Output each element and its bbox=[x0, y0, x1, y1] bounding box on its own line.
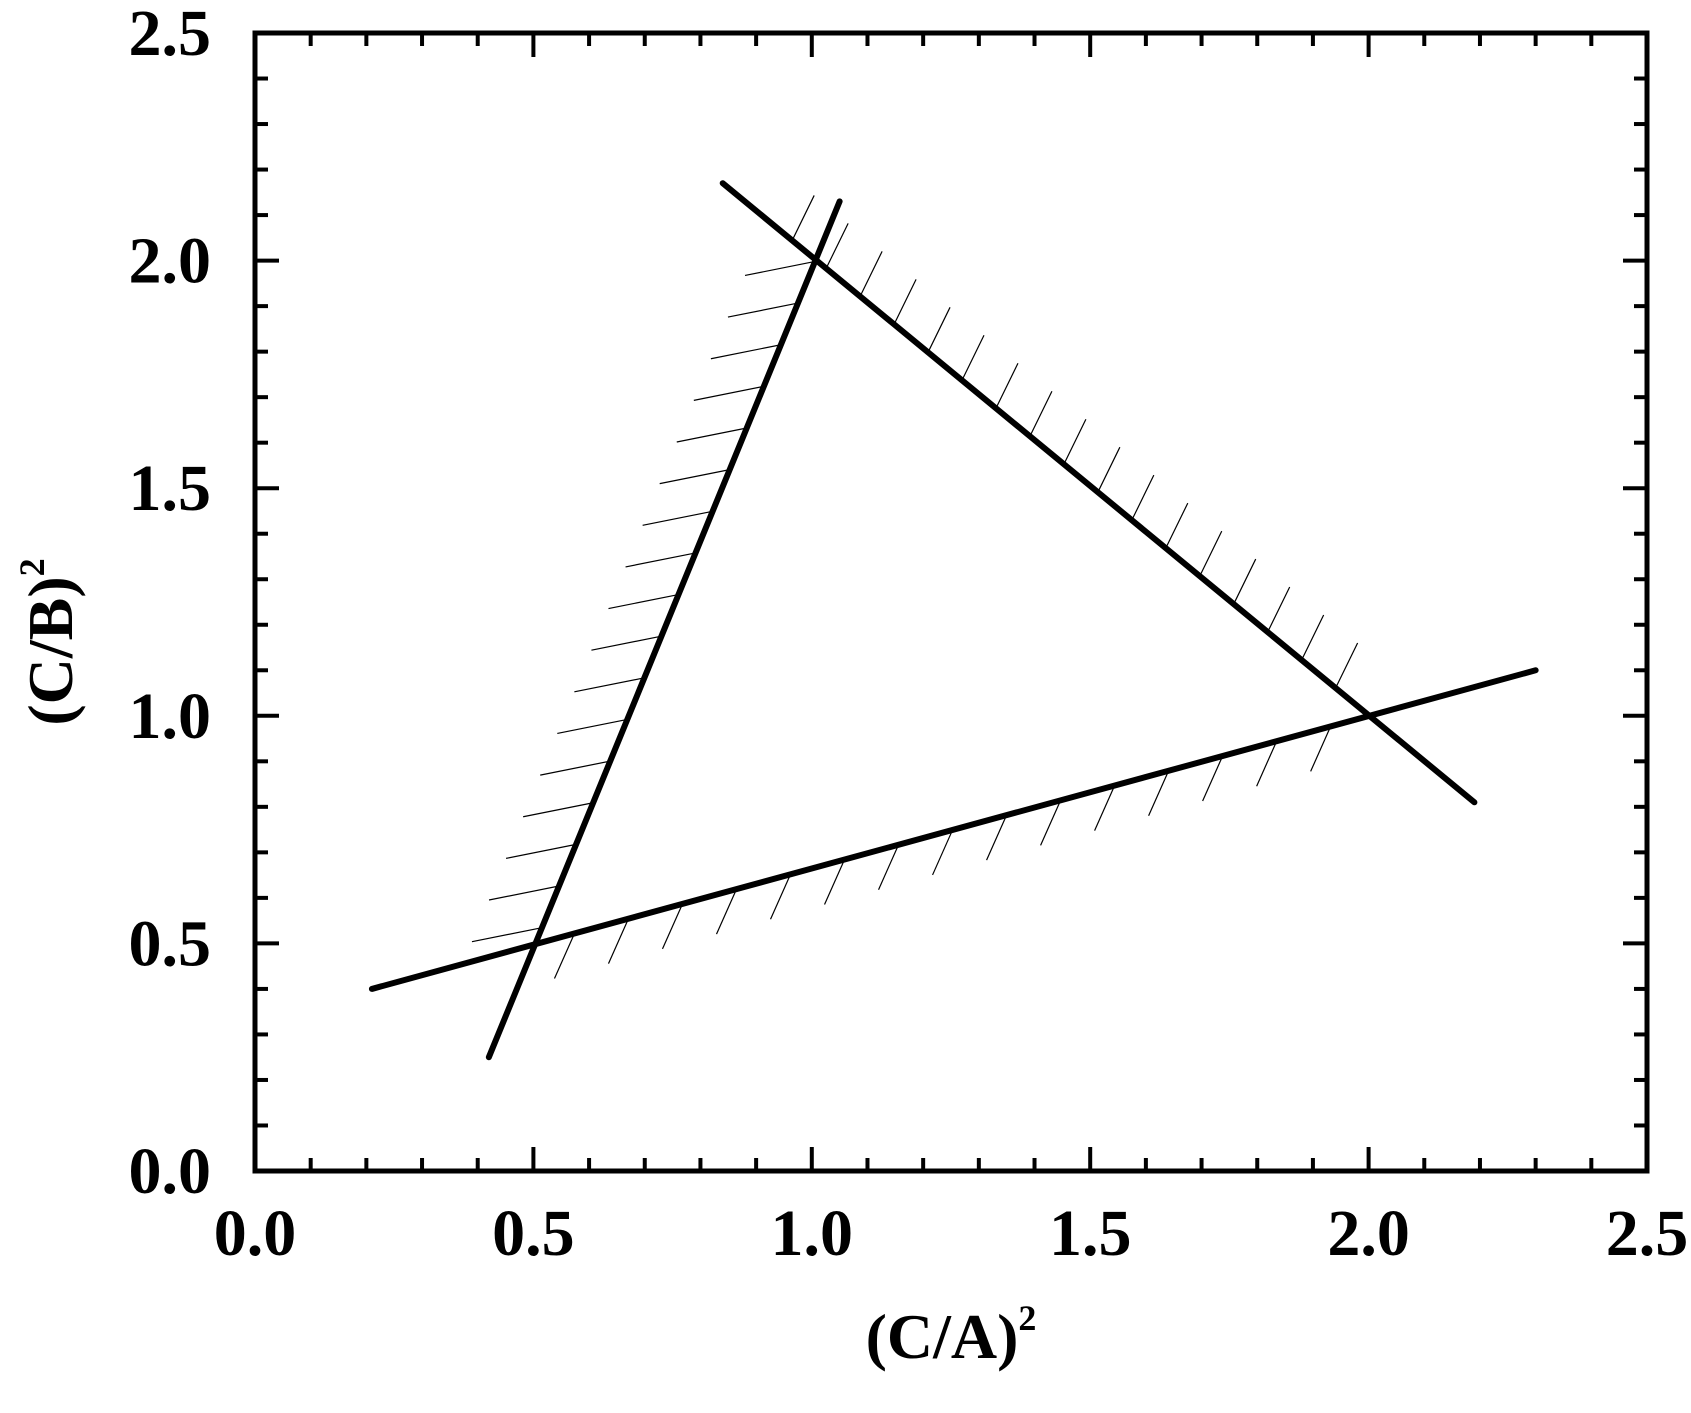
hatch-mark bbox=[1267, 586, 1291, 633]
y-axis-title: (C/B)2 bbox=[12, 558, 86, 725]
hatch-mark bbox=[715, 888, 738, 935]
hatch-mark bbox=[1097, 446, 1121, 493]
series-lines bbox=[368, 180, 1539, 1061]
hatch-mark bbox=[769, 874, 792, 920]
constraint-hatching bbox=[471, 195, 1359, 979]
y-tick-label: 0.5 bbox=[129, 907, 212, 980]
x-tick-label: 0.5 bbox=[492, 1197, 575, 1270]
hatch-mark bbox=[877, 844, 900, 890]
hatch-mark bbox=[1094, 785, 1116, 831]
hatch-mark bbox=[553, 933, 576, 979]
y-tick-label: 2.0 bbox=[129, 225, 212, 298]
hatch-mark bbox=[1165, 502, 1189, 549]
x-axis-label: (C/A) bbox=[866, 1301, 1019, 1372]
hatch-mark bbox=[1029, 390, 1053, 437]
x-tick-label: 2.0 bbox=[1327, 1197, 1410, 1270]
y-tick-label: 1.5 bbox=[129, 452, 212, 525]
x-axis-label-superscript: 2 bbox=[1018, 1298, 1036, 1338]
hatch-mark bbox=[625, 552, 696, 568]
hatch-mark bbox=[557, 718, 628, 735]
hatch-mark bbox=[1233, 558, 1257, 605]
hatch-mark bbox=[825, 223, 849, 269]
y-tick-label: 0.0 bbox=[129, 1135, 212, 1208]
hatch-mark bbox=[1040, 800, 1062, 846]
hatch-mark bbox=[693, 385, 764, 401]
hatch-mark bbox=[523, 802, 594, 818]
hatch-mark bbox=[744, 260, 816, 277]
series-line-3 bbox=[368, 667, 1539, 992]
x-tick-labels: 0.0 0.5 1.0 1.5 2.0 2.5 bbox=[214, 1197, 1689, 1270]
y-axis-label-superscript: 2 bbox=[12, 558, 52, 576]
hatch-mark bbox=[607, 918, 630, 964]
y-tick-labels: 0.0 0.5 1.0 1.5 2.0 2.5 bbox=[129, 0, 212, 1208]
plot-frame bbox=[252, 30, 1650, 1174]
hatch-mark bbox=[1335, 642, 1359, 689]
hatch-mark bbox=[859, 251, 883, 297]
hatch-mark bbox=[661, 903, 684, 950]
hatch-mark bbox=[1301, 614, 1325, 661]
y-axis-label: (C/B) bbox=[15, 576, 86, 725]
hatch-mark bbox=[986, 814, 1008, 861]
hatch-mark bbox=[1063, 418, 1087, 465]
hatch-mark bbox=[791, 195, 815, 241]
hatch-mark bbox=[676, 427, 747, 443]
y-tick-label: 2.5 bbox=[129, 0, 212, 70]
hatch-mark bbox=[608, 593, 679, 610]
series-line-2 bbox=[719, 180, 1478, 806]
hatch-mark bbox=[727, 302, 799, 318]
series-line-1 bbox=[485, 198, 843, 1061]
hatch-mark bbox=[927, 307, 951, 353]
x-tick-label: 1.0 bbox=[771, 1197, 854, 1270]
hatch-mark bbox=[995, 363, 1019, 409]
hatch-mark bbox=[574, 677, 645, 693]
hatch-mark bbox=[1131, 474, 1155, 521]
hatch-mark bbox=[642, 510, 713, 526]
hatch-mark bbox=[1310, 726, 1332, 772]
x-tick-label: 0.0 bbox=[214, 1197, 297, 1270]
hatch-mark bbox=[591, 635, 662, 651]
hatch-mark bbox=[893, 279, 917, 325]
hatch-mark bbox=[659, 469, 730, 485]
hatch-mark bbox=[505, 843, 577, 859]
hatch-mark bbox=[932, 829, 954, 876]
hatch-mark bbox=[823, 859, 846, 905]
x-axis-title: (C/A)2 bbox=[866, 1298, 1037, 1372]
hatch-mark bbox=[471, 927, 543, 943]
y-tick-label: 1.0 bbox=[129, 680, 212, 753]
axis-ticks bbox=[253, 31, 1649, 1173]
hatch-mark bbox=[1256, 740, 1278, 787]
x-tick-label: 2.5 bbox=[1606, 1197, 1689, 1270]
hatch-mark bbox=[488, 885, 560, 901]
hatch-mark bbox=[710, 344, 782, 360]
hatch-mark bbox=[1202, 755, 1224, 802]
hatch-mark bbox=[540, 760, 611, 776]
hatch-mark bbox=[1148, 770, 1170, 817]
hatch-mark bbox=[961, 335, 985, 381]
hatch-mark bbox=[1199, 530, 1223, 577]
x-tick-label: 1.5 bbox=[1049, 1197, 1132, 1270]
